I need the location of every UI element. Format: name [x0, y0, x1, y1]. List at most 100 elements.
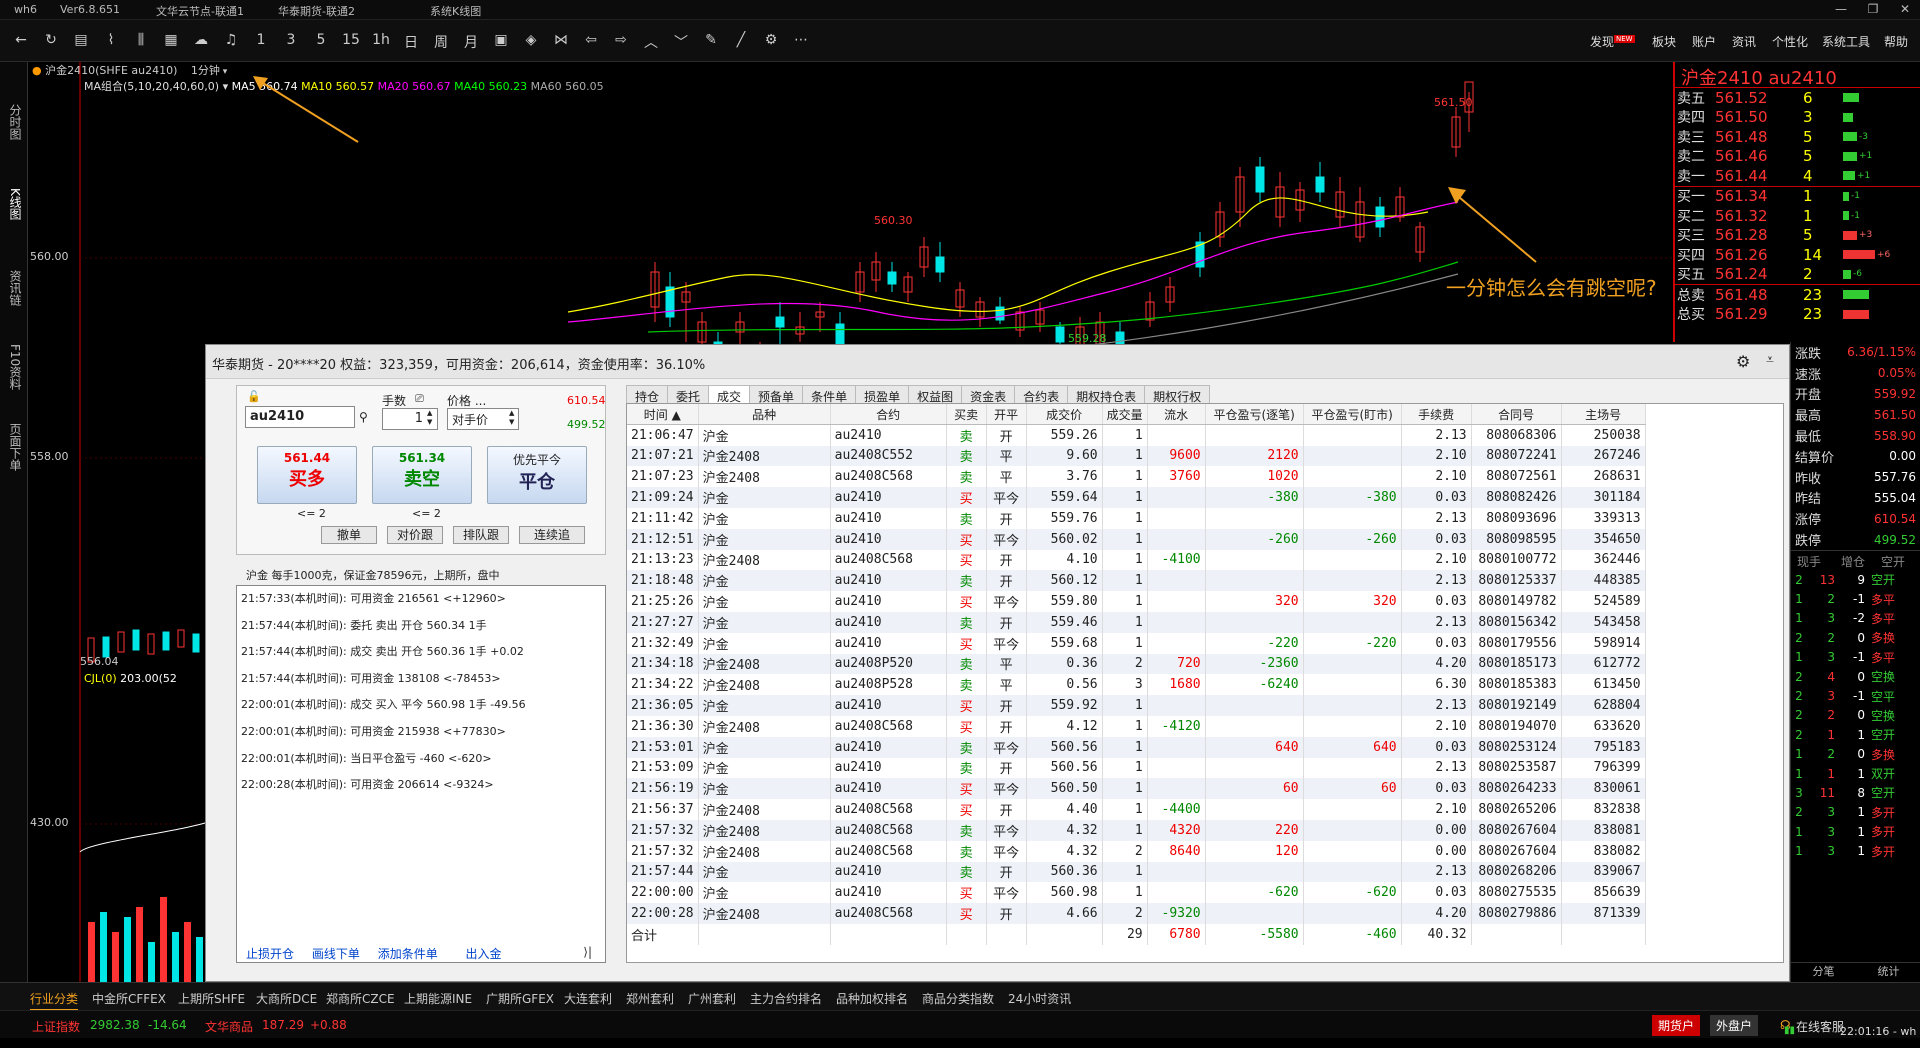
draw-order-link[interactable]: 画线下单 [311, 947, 360, 961]
candle-icon[interactable]: ⫼ [137, 32, 145, 48]
zoom-icon[interactable]: ◈ [525, 32, 537, 48]
line-chart-icon[interactable]: ⌇ [107, 32, 115, 48]
tab-权益图[interactable]: 权益图 [908, 385, 963, 407]
stoploss-link[interactable]: 止损开仓 [246, 947, 295, 961]
kline-chart-area[interactable]: ● 沪金2410(SHFE au2410) 1分钟 ▾ MA组合(5,10,20… [28, 62, 1673, 982]
bid-level-2[interactable]: 买二 561.32 1 -1 [1675, 206, 1920, 226]
fund-transfer-link[interactable]: 出入金 [465, 947, 502, 961]
col-header[interactable]: 成交价 [1026, 404, 1103, 426]
exchange-tab[interactable]: 上期所SHFE [178, 992, 246, 1006]
table-row[interactable]: 21:13:23 沪金2408 au2408C568 买开 4.10 1 -4100 2.10… [627, 549, 1646, 571]
nav-info[interactable]: 资讯 [1732, 35, 1757, 49]
counter-price-button[interactable]: 对价跟 [387, 526, 443, 544]
bell-icon[interactable]: ♫ [224, 32, 238, 48]
exchange-tab[interactable]: 24小时资讯 [1008, 992, 1072, 1006]
sell-short-button[interactable]: 561.34 卖空 [372, 446, 472, 504]
period-3[interactable]: 3 [286, 32, 296, 48]
table-row[interactable]: 21:06:47 沪金 au2410 卖开 559.26 1 2.13 808068306 25… [627, 424, 1646, 446]
col-header[interactable]: 手续费 [1401, 404, 1472, 426]
tab-委托[interactable]: 委托 [667, 385, 710, 407]
server-tab-1[interactable]: 文华云节点-联通1 [156, 5, 244, 18]
chart-period[interactable]: 1分钟 [190, 64, 220, 77]
table-row[interactable]: 21:27:27 沪金 au2410 卖开 559.46 1 2.13 8080156342 5… [627, 611, 1646, 633]
ask-level-4[interactable]: 卖二 561.46 5 +1 [1675, 147, 1920, 167]
col-header[interactable]: 平仓盈亏(逐笔) [1205, 404, 1304, 426]
chase-button[interactable]: 连续追 [519, 526, 585, 544]
bid-level-4[interactable]: 买四 561.26 14 +6 [1675, 245, 1920, 265]
cancel-order-button[interactable]: 撤单 [321, 526, 377, 544]
table-row[interactable]: 21:57:32 沪金2408 au2408C568 卖平今 4.32 2 8640 120 0… [627, 840, 1646, 862]
nav-tools[interactable]: 系统工具 [1822, 35, 1871, 49]
up-icon[interactable]: ︿ [644, 35, 658, 51]
draw-line-icon[interactable]: ╱ [736, 32, 746, 48]
next-icon[interactable]: ⇨ [615, 32, 627, 48]
qty-toggle-icon[interactable]: ⎚ [415, 392, 424, 405]
tab-kline[interactable]: K线图 [8, 188, 22, 220]
maximize-icon[interactable]: ❐ [1867, 2, 1879, 16]
table-row[interactable]: 21:12:51 沪金 au2410 买平今 560.02 1 -260 -260 0.03 80… [627, 528, 1646, 550]
settings-icon[interactable]: ⚙ [764, 32, 778, 48]
grid-icon[interactable]: ▦ [164, 32, 178, 48]
col-header[interactable]: 买卖 [946, 404, 987, 426]
refresh-icon[interactable]: ↻ [45, 32, 57, 48]
table-row[interactable]: 21:32:49 沪金 au2410 买平今 559.68 1 -220 -220 0.03 80… [627, 632, 1646, 654]
tab-合约表[interactable]: 合约表 [1014, 385, 1069, 407]
col-header[interactable]: 主场号 [1561, 404, 1646, 426]
price-input[interactable]: 对手价 [447, 408, 519, 430]
goods-name[interactable]: 文华商品 [205, 1020, 254, 1034]
index-name[interactable]: 上证指数 [32, 1020, 81, 1034]
ask-level-1[interactable]: 卖五 561.52 6 [1675, 88, 1920, 108]
down-icon[interactable]: ﹀ [674, 35, 688, 51]
table-row[interactable]: 21:18:48 沪金 au2410 卖开 560.12 1 2.13 8080125337 4… [627, 570, 1646, 592]
list-icon[interactable]: ▤ [74, 32, 88, 48]
search-icon[interactable]: ⚲ [359, 410, 368, 424]
table-row[interactable]: 21:34:22 沪金2408 au2408P528 卖平 0.56 3 1680 -6240… [627, 674, 1646, 696]
collapse-panel-icon[interactable]: ⟩| [583, 945, 592, 959]
table-row[interactable]: 21:07:23 沪金2408 au2408C568 卖平 3.76 1 3760 1020 2… [627, 466, 1646, 488]
shrink-icon[interactable]: ⋈ [554, 32, 568, 48]
cloud-icon[interactable]: ☁ [194, 32, 208, 48]
table-row[interactable]: 21:53:01 沪金 au2410 卖平今 560.56 1 640 640 0.03 8080… [627, 736, 1646, 758]
tab-成交[interactable]: 成交 [708, 385, 751, 407]
col-header[interactable]: 时间 ▲ [627, 404, 699, 426]
online-service[interactable]: 在线客服 [1796, 1020, 1845, 1034]
table-row[interactable]: 21:56:37 沪金2408 au2408C568 买开 4.40 1 -4400 2.10… [627, 799, 1646, 820]
exchange-tab[interactable]: 郑商所CZCE [326, 992, 395, 1006]
tab-持仓[interactable]: 持仓 [626, 385, 669, 407]
more-icon[interactable]: ⋯ [794, 32, 808, 48]
nav-personal[interactable]: 个性化 [1772, 35, 1809, 49]
table-row[interactable]: 21:09:24 沪金 au2410 买平今 559.64 1 -380 -380 0.03 80… [627, 487, 1646, 508]
tab-timeshare[interactable]: 分时图 [8, 104, 22, 140]
nav-account[interactable]: 账户 [1692, 35, 1717, 49]
col-header[interactable]: 开平 [986, 404, 1027, 426]
tab-损盈单[interactable]: 损盈单 [855, 385, 910, 407]
futures-account-button[interactable]: 期货户 [1652, 1015, 1701, 1036]
exchange-tab[interactable]: 广期所GFEX [486, 992, 555, 1006]
col-header[interactable]: 合约 [830, 404, 947, 426]
exchange-tab[interactable]: 主力合约排名 [750, 992, 823, 1006]
calendar-icon[interactable]: ▣ [494, 32, 508, 48]
table-row[interactable]: 21:53:09 沪金 au2410 卖开 560.56 1 2.13 8080253587 7… [627, 757, 1646, 779]
bid-level-1[interactable]: 买一 561.34 1 -1 [1675, 187, 1920, 207]
settings-gear-icon[interactable]: ⚙ [1736, 352, 1751, 371]
minimize-icon[interactable]: — [1835, 2, 1847, 16]
contract-input[interactable]: au2410 [245, 406, 355, 428]
tab-f10[interactable]: F10资料 [8, 343, 22, 391]
col-header[interactable]: 平仓盈亏(盯市) [1303, 404, 1402, 426]
exchange-tab[interactable]: 行业分类 [30, 990, 79, 1011]
close-mode[interactable]: 优先平今 [512, 453, 561, 467]
tab-期权持仓表[interactable]: 期权持仓表 [1067, 385, 1146, 407]
period-1h[interactable]: 1h [372, 32, 390, 48]
ask-level-2[interactable]: 卖四 561.50 3 [1675, 108, 1920, 128]
nav-help[interactable]: 帮助 [1884, 35, 1909, 49]
table-row[interactable]: 21:25:26 沪金 au2410 买平今 559.80 1 320 320 0.03 8080… [627, 591, 1646, 612]
table-row[interactable]: 21:57:32 沪金2408 au2408C568 卖平今 4.32 1 4320 220 0… [627, 819, 1646, 841]
pen-icon[interactable]: ✎ [705, 32, 717, 48]
table-row[interactable]: 21:11:42 沪金 au2410 卖开 559.76 1 2.13 808093696 33… [627, 507, 1646, 529]
add-condition-link[interactable]: 添加条件单 [377, 947, 438, 961]
buy-long-button[interactable]: 561.44 买多 [257, 446, 357, 504]
exchange-tab[interactable]: 郑州套利 [626, 992, 675, 1006]
period-day[interactable]: 日 [404, 35, 418, 51]
tab-ticks[interactable]: 分笔 [1812, 965, 1835, 978]
table-row[interactable]: 21:36:05 沪金 au2410 买开 559.92 1 2.13 8080192149 6… [627, 695, 1646, 716]
